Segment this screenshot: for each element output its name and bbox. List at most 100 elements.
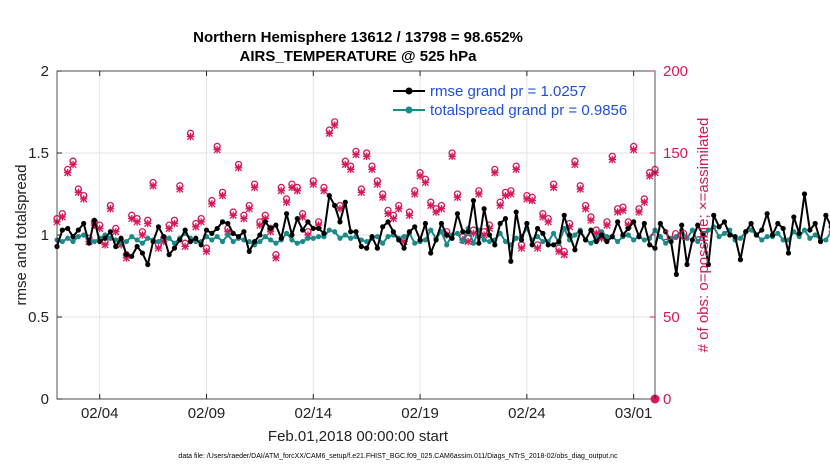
totalspread-point [332,229,338,235]
rmse-point [278,235,284,241]
rmse-point [807,227,813,233]
rmse-point [433,237,439,243]
obs-assimilated-marker [544,218,552,226]
rmse-point [625,225,631,232]
rmse-point [492,242,498,248]
y-tick-label-left: 2 [41,63,49,80]
totalspread-point [444,242,450,248]
rmse-point [187,238,194,245]
totalspread-point [689,227,695,233]
legend-spread-label: totalspread grand pr = 0.9856 [430,102,627,119]
rmse-point [508,258,514,264]
totalspread-point [337,235,343,241]
obs-assimilated-marker [576,185,584,193]
obs-assimilated-marker [208,200,216,208]
rmse-point [657,220,663,227]
rmse-point [684,261,690,268]
obs-assimilated-marker [549,183,558,192]
obs-assimilated-marker [245,205,253,213]
rmse-point [369,234,375,240]
rmse-point [428,250,434,256]
totalspread-point [316,234,322,240]
rmse-point [251,238,258,245]
x-tick-label: 03/01 [615,405,653,422]
obs-assimilated-marker [635,208,643,216]
obs-assimilated-marker [603,221,611,229]
totalspread-point [262,234,268,240]
rmse-point [556,238,562,245]
rmse-point [337,219,343,225]
obs-assimilated-marker [411,190,419,198]
totalspread-point [65,235,71,241]
totalspread-point [123,238,130,245]
obs-assimilated-marker [523,195,531,203]
rmse-point [81,220,87,227]
rmse-series [54,191,830,277]
rmse-point [214,225,220,232]
totalspread-point [225,232,231,238]
totalspread-point [342,232,348,238]
obs-assimilated-marker [528,196,536,205]
axis-ticks: 02/04 02/09 02/14 02/19 02/24 03/0100.511.520… [28,63,688,422]
rmse-point [673,271,679,277]
rmse-point [283,211,290,217]
rmse-point [422,220,429,227]
obs-assimilated-marker [501,191,510,200]
rmse-point [257,232,263,238]
rmse-point [668,238,674,245]
obs-assimilated-marker [427,201,435,210]
totalspread-point [257,238,263,245]
rmse-point [550,242,557,248]
rmse-point [235,234,242,240]
rmse-point [689,237,695,243]
rmse-point [97,238,103,245]
obs-assimilated-marker [58,213,67,221]
totalspread-point [695,238,701,245]
totalspread-point [326,227,332,233]
totalspread-point [145,235,151,241]
rmse-point [785,250,792,256]
x-tick-label: 02/04 [81,405,119,422]
totalspread-point [155,238,162,245]
rmse-point [171,245,178,251]
obs-assimilated-marker [507,190,515,198]
totalspread-point [380,240,386,246]
totalspread-point [588,240,594,246]
obs-assimilated-marker [464,237,472,246]
totalspread-point [219,238,226,245]
rmse-point [727,232,733,238]
obs-assimilated-marker [629,146,638,154]
obs-assimilated-marker [368,165,376,174]
rmse-point [513,209,519,215]
rmse-point [775,220,781,227]
totalspread-point [401,234,407,240]
rmse-point [155,224,162,230]
totalspread-point [673,234,679,240]
totalspread-point [294,240,300,246]
rmse-point [129,253,135,259]
totalspread-point [737,235,744,241]
obs-assimilated-marker [202,247,211,256]
totalspread-point [759,237,765,243]
legend-rmse-label: rmse grand pr = 1.0257 [430,83,586,100]
y-tick-label-left: 0.5 [28,309,49,326]
obs-assimilated-marker [133,218,141,226]
rmse-point [262,219,268,225]
rmse-point [241,229,247,235]
totalspread-point [625,232,631,238]
chart-title-line1: Northern Hemisphere 13612 / 13798 = 98.6… [193,29,523,46]
totalspread-point [59,238,65,245]
rmse-point [647,242,653,248]
obs-assimilated-marker [373,180,382,188]
rmse-point [801,191,808,197]
rmse-point [518,237,525,243]
totalspread-point [775,230,781,236]
totalspread-point [764,234,770,240]
rmse-point [663,229,669,235]
totalspread-point [823,237,829,243]
obs-assimilated-marker [405,211,414,220]
rmse-point [182,227,188,233]
rmse-point [348,229,354,235]
obs-assimilated-marker [106,205,115,213]
